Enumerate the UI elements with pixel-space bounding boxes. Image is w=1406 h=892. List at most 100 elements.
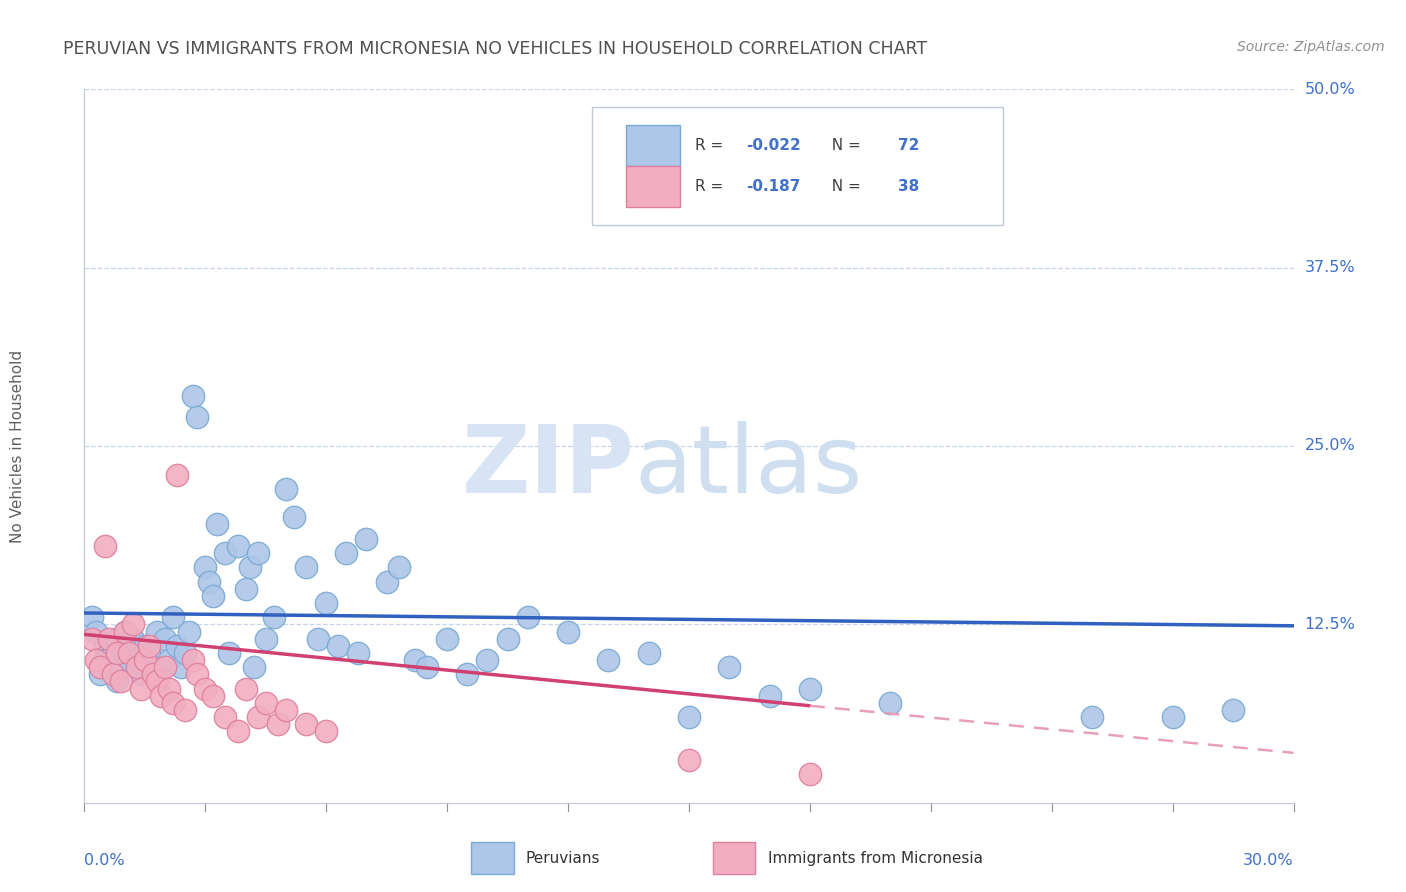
Point bbox=[174, 646, 197, 660]
Point bbox=[335, 546, 357, 560]
Point bbox=[129, 667, 152, 681]
Point bbox=[218, 646, 240, 660]
Text: Immigrants from Micronesia: Immigrants from Micronesia bbox=[768, 851, 983, 866]
Point bbox=[162, 696, 184, 710]
Point bbox=[105, 632, 128, 646]
Point bbox=[214, 546, 236, 560]
Point bbox=[186, 410, 208, 425]
Point bbox=[375, 574, 398, 589]
Text: 37.5%: 37.5% bbox=[1305, 260, 1355, 275]
Point bbox=[86, 624, 108, 639]
Point bbox=[477, 653, 499, 667]
Point bbox=[153, 632, 176, 646]
Text: 30.0%: 30.0% bbox=[1243, 853, 1294, 868]
Point bbox=[157, 681, 180, 696]
Text: N =: N = bbox=[823, 138, 866, 153]
Point bbox=[557, 624, 579, 639]
Point bbox=[114, 624, 136, 639]
Point bbox=[82, 632, 104, 646]
Point bbox=[388, 560, 411, 574]
Point bbox=[758, 689, 780, 703]
Point bbox=[347, 646, 370, 660]
Point bbox=[157, 653, 180, 667]
Point bbox=[637, 646, 659, 660]
Text: No Vehicles in Household: No Vehicles in Household bbox=[10, 350, 25, 542]
Point bbox=[101, 667, 124, 681]
Point bbox=[149, 689, 172, 703]
Text: 72: 72 bbox=[898, 138, 920, 153]
Text: ZIP: ZIP bbox=[461, 421, 634, 514]
Point bbox=[138, 646, 160, 660]
Point bbox=[678, 753, 700, 767]
Point bbox=[283, 510, 305, 524]
Text: Peruvians: Peruvians bbox=[526, 851, 600, 866]
Point bbox=[295, 560, 318, 574]
Point bbox=[718, 660, 741, 674]
Point bbox=[142, 667, 165, 681]
Point bbox=[179, 624, 201, 639]
Point bbox=[97, 632, 120, 646]
Point bbox=[879, 696, 901, 710]
Point bbox=[356, 532, 378, 546]
Point bbox=[496, 632, 519, 646]
FancyBboxPatch shape bbox=[626, 125, 681, 166]
Text: R =: R = bbox=[695, 178, 728, 194]
Point bbox=[202, 589, 225, 603]
Point bbox=[404, 653, 426, 667]
Point bbox=[254, 696, 277, 710]
Point bbox=[149, 660, 172, 674]
Point bbox=[121, 617, 143, 632]
Point bbox=[105, 646, 128, 660]
Point bbox=[235, 582, 257, 596]
Point bbox=[110, 674, 132, 689]
Text: 50.0%: 50.0% bbox=[1305, 82, 1355, 96]
Point bbox=[416, 660, 439, 674]
Point bbox=[202, 689, 225, 703]
Point bbox=[214, 710, 236, 724]
Point bbox=[181, 389, 204, 403]
Point bbox=[246, 546, 269, 560]
Point bbox=[114, 646, 136, 660]
Point bbox=[307, 632, 329, 646]
Point bbox=[146, 674, 169, 689]
FancyBboxPatch shape bbox=[713, 842, 755, 874]
Point bbox=[254, 632, 277, 646]
Point bbox=[146, 624, 169, 639]
Point bbox=[110, 660, 132, 674]
Point bbox=[456, 667, 478, 681]
Point bbox=[516, 610, 538, 624]
Point bbox=[207, 517, 229, 532]
Point bbox=[242, 660, 264, 674]
Point bbox=[82, 610, 104, 624]
Point bbox=[166, 467, 188, 482]
Point bbox=[121, 632, 143, 646]
Point bbox=[678, 710, 700, 724]
FancyBboxPatch shape bbox=[626, 166, 681, 207]
Point bbox=[598, 653, 620, 667]
Point bbox=[105, 674, 128, 689]
Point bbox=[194, 560, 217, 574]
Point bbox=[1222, 703, 1244, 717]
Point bbox=[93, 653, 115, 667]
Point bbox=[134, 639, 156, 653]
Text: R =: R = bbox=[695, 138, 728, 153]
Point bbox=[89, 667, 111, 681]
Text: N =: N = bbox=[823, 178, 866, 194]
Point bbox=[170, 660, 193, 674]
Point bbox=[166, 639, 188, 653]
Text: -0.187: -0.187 bbox=[745, 178, 800, 194]
Point bbox=[274, 482, 297, 496]
Point bbox=[101, 646, 124, 660]
Point bbox=[93, 539, 115, 553]
Point bbox=[226, 539, 249, 553]
Point bbox=[799, 767, 821, 781]
Point bbox=[93, 639, 115, 653]
Point bbox=[328, 639, 350, 653]
Point bbox=[436, 632, 458, 646]
Point bbox=[134, 653, 156, 667]
Point bbox=[235, 681, 257, 696]
Text: -0.022: -0.022 bbox=[745, 138, 800, 153]
Point bbox=[263, 610, 285, 624]
Text: atlas: atlas bbox=[634, 421, 863, 514]
Point bbox=[114, 624, 136, 639]
